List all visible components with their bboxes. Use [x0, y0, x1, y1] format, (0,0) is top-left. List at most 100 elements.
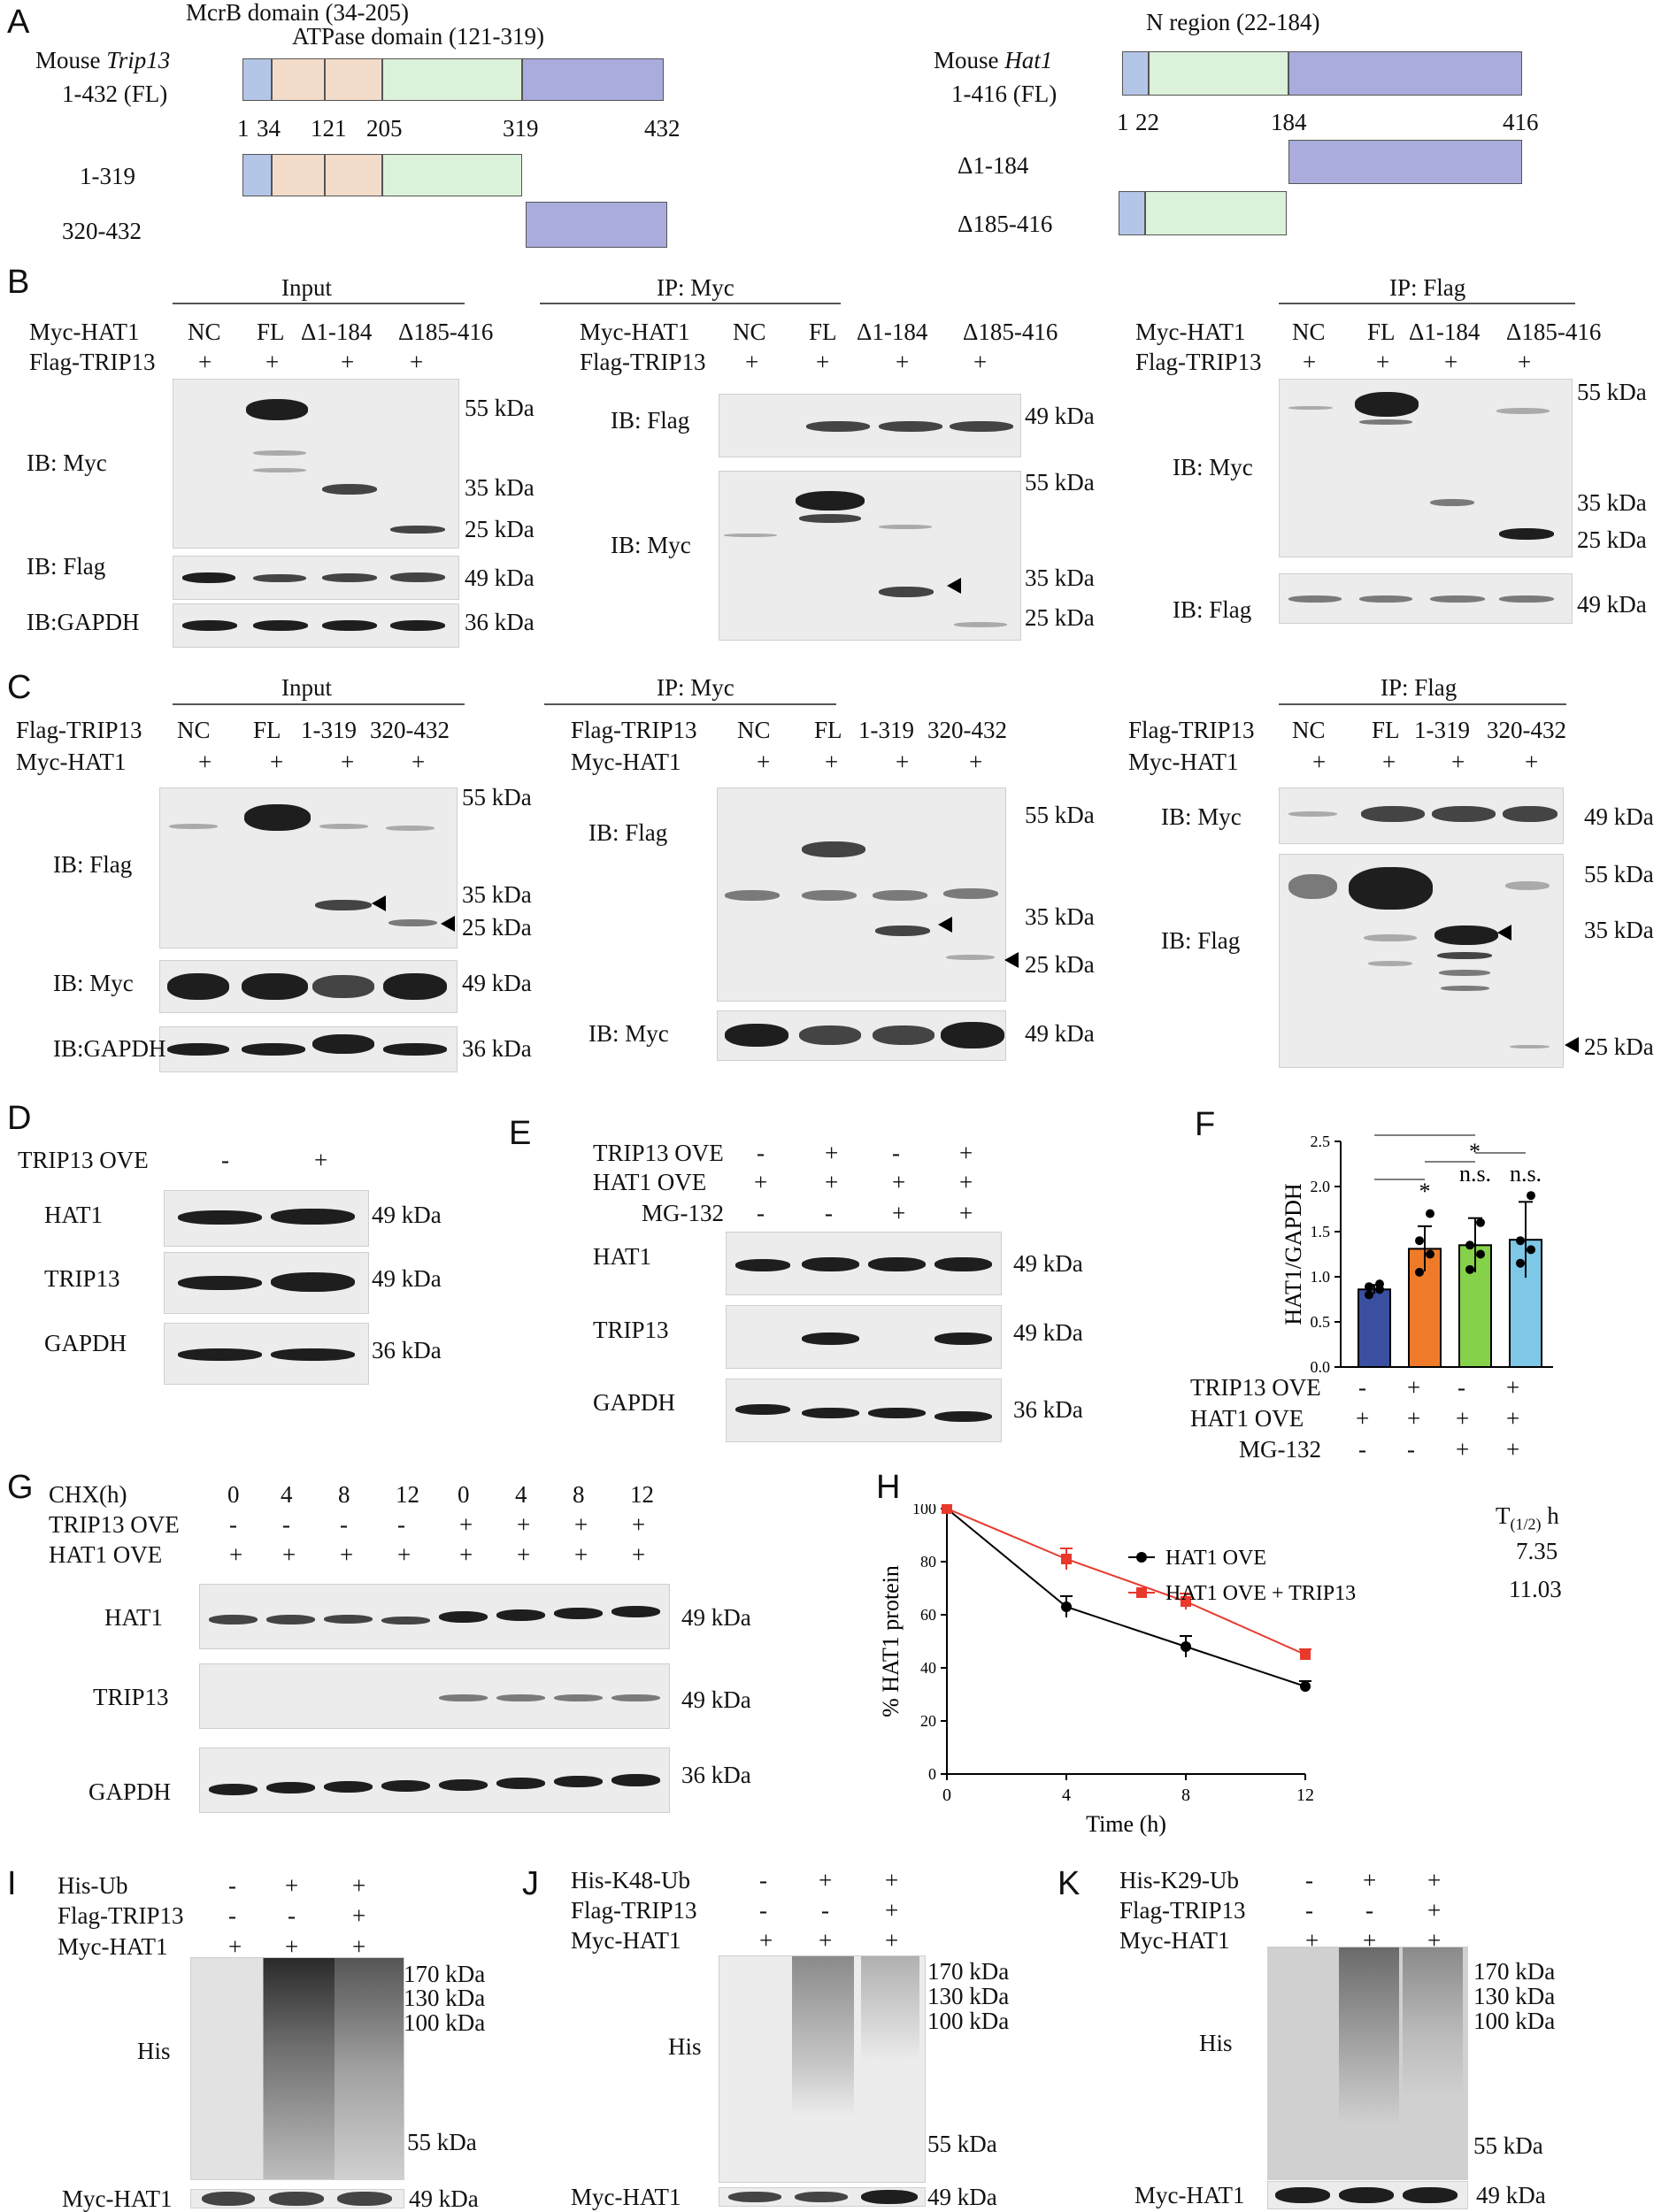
f-row2: HAT1 OVE [1190, 1405, 1304, 1432]
c-ipmyc-lane3: 1-319 [858, 717, 914, 743]
f-s10: + [1356, 1405, 1370, 1432]
f-point-3-3 [1527, 1191, 1535, 1201]
c-input-lane4: 320-432 [370, 717, 450, 743]
c-ipflag-mw4: 25 kDa [1584, 1033, 1654, 1060]
c-input-plus1: + [198, 749, 212, 775]
j-mw5: 49 kDa [927, 2184, 997, 2210]
c-ipflag-row1: Flag-TRIP13 [1128, 717, 1255, 743]
g-sign-0-4: + [459, 1511, 473, 1538]
panel-label-j: J [522, 1865, 539, 1902]
e-s23: + [959, 1200, 973, 1226]
b-input-rule [173, 303, 465, 304]
g-mw1: 49 kDa [681, 1604, 751, 1631]
f-point-2-1 [1476, 1249, 1485, 1259]
e-row2: HAT1 OVE [593, 1169, 707, 1195]
k-mw1: 170 kDa [1473, 1958, 1556, 1985]
c-ipflag-rule [1279, 703, 1566, 705]
h-thalf-val1: 7.35 [1516, 1538, 1558, 1564]
c-ipmyc-plus1: + [757, 749, 771, 775]
b-ipflag-lane3: Δ1-184 [1409, 319, 1481, 345]
b-ipmyc-row2: Flag-TRIP13 [580, 349, 706, 375]
h-line-chart: 0 20 40 60 80 100 0 4 8 12 Time (h) % HAT1 protein H… [878, 1504, 1358, 1837]
f-s12: + [1456, 1405, 1470, 1432]
g-hat1-blot [199, 1584, 670, 1649]
panel-label-i: I [7, 1865, 17, 1902]
f-point-3-0 [1516, 1258, 1525, 1268]
f-point-2-3 [1476, 1217, 1485, 1227]
b-ipmyc-lane1: NC [733, 319, 766, 345]
hat1-species: Mouse Hat1 [934, 49, 1052, 73]
f-s03: + [1506, 1374, 1520, 1401]
c-input-mw5: 36 kDa [462, 1035, 532, 1062]
g-mw3: 36 kDa [681, 1762, 751, 1788]
h-thalf-sub: (1/2) [1510, 1515, 1542, 1533]
b-input-ib2: IB: Flag [27, 553, 106, 580]
k-s21: + [1363, 1927, 1377, 1954]
b-ipflag-plus2: + [1376, 349, 1390, 375]
b-ipflag-myc-blot [1279, 379, 1573, 557]
b-ipmyc-mw4: 25 kDa [1025, 604, 1095, 631]
g-time-5: 4 [515, 1481, 527, 1508]
trip13-c2-c [526, 202, 667, 248]
c-ipmyc-mw1: 55 kDa [1025, 802, 1095, 828]
b-ipmyc-title: IP: Myc [657, 274, 735, 301]
j-mw2: 130 kDa [927, 1983, 1010, 2009]
h-ytick-label-1: 20 [920, 1712, 936, 1730]
c-ipmyc-title: IP: Myc [657, 674, 735, 701]
g-time-1: 4 [281, 1481, 293, 1508]
b-input-mw5: 36 kDa [465, 609, 535, 635]
d-trip13-blot [164, 1252, 369, 1314]
hat1-gene: Hat1 [1004, 47, 1053, 73]
g-sign-0-5: + [517, 1511, 531, 1538]
e-mw2: 49 kDa [1013, 1319, 1083, 1346]
b-ipmyc-myc-blot [719, 471, 1021, 641]
b-ipmyc-flag-blot [719, 394, 1021, 457]
b-input-plus1: + [198, 349, 212, 375]
c-ipflag-mw2: 55 kDa [1584, 861, 1654, 887]
b-input-plus3: + [341, 349, 355, 375]
f-s13: + [1506, 1405, 1520, 1432]
h-ytick-label-3: 60 [920, 1606, 936, 1624]
h-point-1-3 [1300, 1649, 1311, 1660]
f-ytick-label-3: 1.5 [1311, 1223, 1331, 1240]
panel-label-h: H [876, 1469, 901, 1506]
b-ipflag-row1: Myc-HAT1 [1135, 319, 1246, 345]
b-ipflag-plus3: + [1444, 349, 1458, 375]
f-s11: + [1407, 1405, 1421, 1432]
e-s03: + [959, 1140, 973, 1166]
k-s02: + [1427, 1867, 1442, 1893]
k-row1: His-K29-Ub [1119, 1867, 1239, 1893]
f-ytick-label-4: 2.0 [1311, 1178, 1331, 1195]
k-mw4: 55 kDa [1473, 2132, 1543, 2159]
j-s10: - [759, 1897, 767, 1924]
d-mw1: 49 kDa [372, 1202, 442, 1228]
k-myc-blot [1267, 2181, 1468, 2209]
h-point-1-2 [1181, 1596, 1191, 1607]
c-ipflag-title: IP: Flag [1381, 674, 1457, 701]
b-ipmyc-lane4: Δ185-416 [963, 319, 1058, 345]
g-ib3: GAPDH [88, 1778, 172, 1805]
e-s21: - [825, 1200, 833, 1226]
f-row3: MG-132 [1239, 1436, 1321, 1463]
f-point-1-3 [1426, 1209, 1434, 1218]
g-sign-0-1: - [282, 1511, 290, 1538]
b-ipflag-plus1: + [1303, 349, 1317, 375]
k-row2: Flag-TRIP13 [1119, 1897, 1246, 1924]
h-legend-label-0: HAT1 OVE [1165, 1547, 1266, 1570]
panel-label-k: K [1058, 1865, 1081, 1902]
g-time-0: 0 [227, 1481, 240, 1508]
g-time-7: 12 [630, 1481, 654, 1508]
b-ipmyc-plus4: + [973, 349, 988, 375]
j-s12: + [885, 1897, 899, 1924]
d-mw3: 36 kDa [372, 1337, 442, 1363]
c-ipmyc-lane2: FL [814, 717, 842, 743]
c-ipmyc-lane1: NC [737, 717, 771, 743]
hat1-c2-n [1119, 191, 1145, 235]
h-xtick-label-2: 8 [1181, 1786, 1190, 1805]
g-sign-0-6: + [574, 1511, 588, 1538]
k-s01: + [1363, 1867, 1377, 1893]
h-series-line-0 [946, 1508, 1306, 1687]
f-sig-0: * [1419, 1179, 1431, 1204]
e-s20: - [757, 1200, 765, 1226]
